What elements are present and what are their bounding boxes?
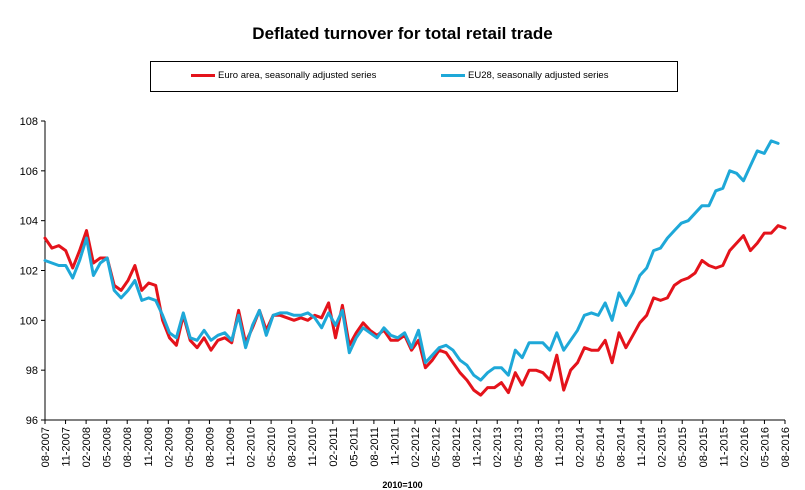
x-tick-label: 02-2012 xyxy=(410,427,422,467)
legend-label-eu28: EU28, seasonally adjusted series xyxy=(468,70,609,81)
x-tick-label: 11-2011 xyxy=(389,427,401,466)
x-tick-label: 05-2013 xyxy=(513,427,525,467)
x-tick-label: 02-2009 xyxy=(163,427,175,467)
x-tick-label: 11-2014 xyxy=(636,427,648,467)
x-tick-label: 08-2007 xyxy=(40,427,52,467)
y-tick-label: 106 xyxy=(20,166,38,178)
x-tick-label: 02-2008 xyxy=(81,427,93,467)
x-tick-label: 02-2013 xyxy=(492,427,504,467)
x-axis-label: 2010=100 xyxy=(382,480,423,490)
x-tick-label: 05-2015 xyxy=(677,427,689,467)
x-tick-label: 08-2016 xyxy=(780,427,792,467)
x-tick-label: 11-2012 xyxy=(472,427,484,467)
x-tick-label: 05-2010 xyxy=(266,427,278,467)
x-tick-label: 08-2014 xyxy=(616,427,628,467)
x-tick-label: 08-2008 xyxy=(122,427,134,467)
legend-item-euro-area: Euro area, seasonally adjusted series xyxy=(191,70,376,81)
x-tick-label: 02-2015 xyxy=(657,427,669,467)
legend-swatch-euro-area xyxy=(191,73,215,77)
x-tick-label: 11-2015 xyxy=(718,427,730,467)
x-tick-label: 11-2010 xyxy=(307,427,319,467)
x-tick-label: 08-2010 xyxy=(287,427,299,467)
x-tick-label: 11-2007 xyxy=(61,427,73,467)
y-tick-label: 108 xyxy=(20,116,38,128)
chart-title: Deflated turnover for total retail trade xyxy=(252,24,553,43)
x-tick-label: 05-2008 xyxy=(102,427,114,467)
y-tick-label: 100 xyxy=(20,315,38,327)
x-tick-label: 05-2012 xyxy=(431,427,443,467)
x-tick-label: 08-2015 xyxy=(698,427,710,467)
legend-label-euro-area: Euro area, seasonally adjusted series xyxy=(218,70,377,81)
chart-legend: Euro area, seasonally adjusted series EU… xyxy=(150,61,678,92)
x-tick-label: 08-2012 xyxy=(451,427,463,467)
x-tick-label: 08-2009 xyxy=(204,427,216,467)
series-line-eu28 xyxy=(43,139,780,382)
x-tick-label: 11-2008 xyxy=(143,427,155,467)
series-line-euro-area xyxy=(43,224,787,397)
x-tick-label: 05-2011 xyxy=(348,427,360,467)
y-tick-label: 98 xyxy=(26,365,38,377)
x-tick-label: 02-2010 xyxy=(246,427,258,467)
x-tick-label: 05-2014 xyxy=(595,427,607,467)
x-tick-label: 11-2009 xyxy=(225,427,237,467)
x-tick-label: 11-2013 xyxy=(554,427,566,467)
y-tick-label: 96 xyxy=(26,415,38,427)
x-tick-label: 02-2014 xyxy=(574,427,586,467)
x-tick-label: 02-2016 xyxy=(739,427,751,467)
x-tick-label: 02-2011 xyxy=(328,427,340,467)
x-tick-label: 08-2013 xyxy=(533,427,545,467)
x-tick-label: 08-2011 xyxy=(369,427,381,467)
legend-item-eu28: EU28, seasonally adjusted series xyxy=(441,70,608,81)
legend-swatch-eu28 xyxy=(441,73,465,77)
y-tick-label: 102 xyxy=(20,266,38,278)
y-tick-label: 104 xyxy=(20,216,38,228)
x-tick-label: 05-2016 xyxy=(759,427,771,467)
x-tick-label: 05-2009 xyxy=(184,427,196,467)
